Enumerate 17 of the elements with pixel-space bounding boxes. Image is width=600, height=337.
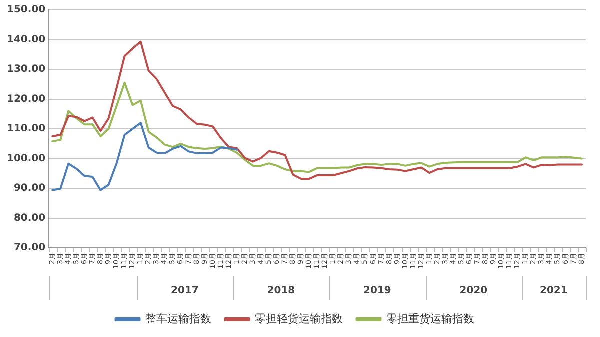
y-tick-label: 80.00 <box>14 212 46 224</box>
text: 2020 <box>460 286 488 297</box>
y-tick-label: 140.00 <box>6 34 46 46</box>
legend-label: 零担重货运输指数 <box>386 312 474 326</box>
legend-label: 零担轻货运输指数 <box>254 312 343 326</box>
y-tick-label: 150.00 <box>6 4 46 16</box>
text: 2017 <box>171 286 199 297</box>
y-tick-label: 130.00 <box>6 64 46 76</box>
text: 2018 <box>267 286 296 297</box>
y-tick-label: 110.00 <box>6 124 46 135</box>
y-tick-label: 90.00 <box>14 183 46 194</box>
y-tick-label: 120.00 <box>6 94 46 105</box>
y-tick-label: 100.00 <box>6 153 46 164</box>
text: 2019 <box>364 286 392 297</box>
text: 2021 <box>540 286 568 297</box>
legend-label: 整车运输指数 <box>145 312 212 326</box>
y-tick-label: 70.00 <box>14 242 46 254</box>
